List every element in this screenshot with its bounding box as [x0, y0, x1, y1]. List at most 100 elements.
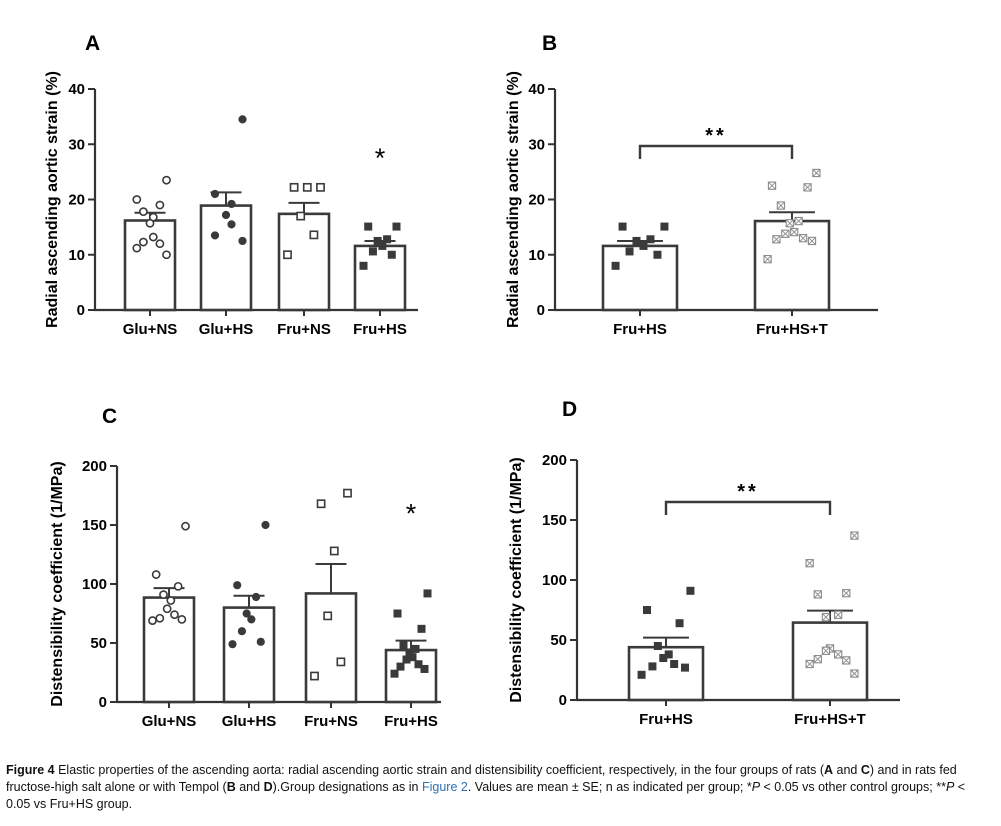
y-tick-label: 150	[542, 512, 567, 529]
data-point	[670, 660, 679, 668]
y-tick-label: 40	[68, 81, 85, 98]
data-point	[162, 175, 171, 185]
x-tick-label: Fru+NS	[277, 321, 331, 338]
data-point	[648, 662, 657, 671]
data-point	[316, 182, 325, 192]
data-point	[842, 656, 851, 665]
data-point	[776, 201, 786, 210]
data-point	[173, 581, 183, 591]
data-point	[625, 247, 634, 256]
x-tick-label: Fru+HS+T	[794, 711, 866, 728]
data-point	[309, 230, 319, 240]
data-point	[805, 559, 814, 568]
data-point	[850, 669, 859, 678]
figure-caption: Figure 4 Elastic properties of the ascen…	[6, 762, 991, 813]
data-point	[383, 235, 392, 244]
data-point	[798, 234, 808, 243]
y-tick-label: 30	[528, 136, 545, 153]
caption-figure-link[interactable]: Figure 2	[421, 780, 468, 794]
data-point	[763, 255, 772, 264]
data-point	[227, 220, 236, 229]
data-point	[408, 653, 417, 662]
data-point	[833, 610, 843, 619]
data-point	[364, 222, 373, 231]
data-point	[405, 648, 414, 657]
y-tick-label: 200	[542, 452, 567, 469]
data-point	[181, 521, 190, 531]
panel-label: A	[85, 32, 100, 55]
data-point	[402, 655, 411, 664]
data-point	[155, 613, 165, 623]
panel-a: A Radial ascending aortic strain (%) 0 10 20…	[44, 32, 418, 338]
data-point	[238, 236, 247, 246]
data-point	[807, 236, 817, 246]
data-point	[821, 613, 831, 622]
y-axis-title: Distensibility coefficient (1/MPa)	[508, 457, 525, 702]
data-point	[233, 581, 242, 590]
caption-text-5: < 0.05 vs other control groups; **	[760, 780, 946, 794]
data-point	[639, 241, 648, 250]
caption-a: A	[824, 763, 834, 777]
x-tick-label: Glu+HS	[199, 321, 254, 338]
data-point	[228, 640, 237, 649]
data-point	[177, 615, 187, 624]
data-point	[148, 616, 157, 625]
data-point	[785, 219, 794, 228]
x-tick-label: Fru+HS	[353, 321, 407, 338]
bar-glu-hs	[222, 606, 276, 704]
data-point	[302, 182, 312, 192]
data-point	[842, 589, 851, 598]
bar-fru-hs-t	[791, 621, 869, 702]
data-point	[387, 250, 396, 259]
x-tick-label: Fru+NS	[304, 713, 358, 730]
data-point	[803, 183, 812, 192]
data-point	[805, 659, 814, 669]
data-point	[148, 232, 158, 242]
caption-and-1: and	[833, 763, 861, 777]
y-tick-label: 200	[82, 458, 107, 475]
panel-label: B	[542, 32, 557, 55]
data-point	[145, 218, 155, 228]
data-point	[237, 627, 247, 636]
data-point	[316, 499, 326, 509]
y-tick-label: 0	[559, 692, 567, 709]
data-point	[637, 670, 646, 679]
caption-text-6: < 0.05 vs Fru+HS group.	[6, 780, 966, 811]
data-point	[378, 241, 387, 250]
significance-bracket	[638, 144, 794, 159]
caption-b: B	[226, 780, 236, 794]
data-point	[221, 210, 231, 220]
data-point	[399, 641, 408, 650]
data-point	[850, 531, 859, 540]
caption-p-1: P	[751, 780, 761, 794]
data-point	[162, 604, 172, 614]
data-point	[781, 229, 790, 238]
y-tick-label: 0	[537, 302, 545, 319]
caption-text-1: Elastic properties of the ascending aort…	[54, 763, 825, 777]
data-point	[227, 199, 236, 209]
bar-fru-ns	[304, 592, 358, 704]
data-point	[256, 637, 265, 646]
data-point	[289, 182, 299, 192]
caption-text-3: ).Group designations as in	[272, 780, 422, 794]
data-point	[159, 590, 168, 600]
data-point	[833, 650, 843, 659]
significance-stars: **	[705, 125, 727, 147]
y-tick-label: 100	[542, 572, 567, 589]
data-point	[646, 235, 655, 244]
data-point	[664, 650, 673, 659]
bar-glu-hs	[199, 204, 253, 312]
data-point	[323, 611, 333, 621]
data-point	[653, 642, 662, 650]
y-axis-title: Radial ascending aortic strain (%)	[44, 71, 61, 328]
data-point	[686, 586, 695, 595]
data-point	[238, 115, 247, 124]
x-tick-label: Glu+NS	[123, 321, 178, 338]
bar-fru-hs	[601, 244, 679, 312]
data-point	[632, 236, 641, 245]
data-point	[794, 216, 803, 226]
data-point	[261, 520, 270, 530]
data-point	[393, 609, 402, 618]
data-point	[414, 660, 423, 669]
data-point	[329, 546, 339, 556]
